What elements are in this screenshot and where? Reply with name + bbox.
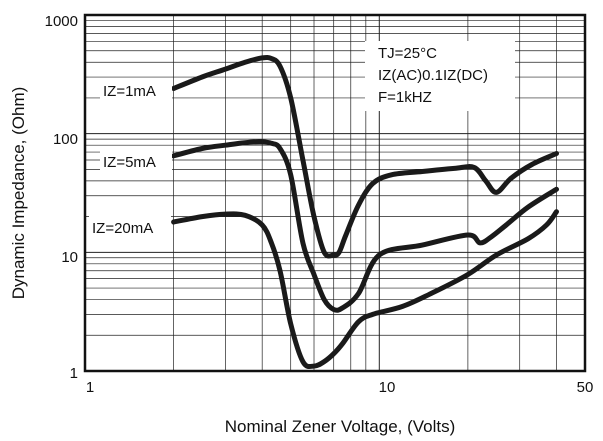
y-tick-100: 100 [53, 131, 78, 148]
x-tick-50: 50 [577, 379, 594, 396]
series-label-20mA: IZ=20mA [92, 220, 153, 237]
y-tick-1: 1 [70, 365, 78, 382]
condition-ac-ratio: IZ(AC)0.1IZ(DC) [378, 67, 488, 84]
series-line-1 [171, 139, 559, 313]
conditions-box [365, 41, 515, 111]
grid [85, 15, 585, 371]
series-curves [171, 54, 559, 370]
series-line-0 [171, 54, 559, 259]
y-axis-title: Dynamic Impedance, (Ohm) [9, 87, 28, 300]
x-axis-title: Nominal Zener Voltage, (Volts) [225, 417, 456, 436]
y-tick-1000: 1000 [45, 13, 78, 30]
x-tick-10: 10 [379, 379, 396, 396]
condition-frequency: F=1kHZ [378, 89, 432, 106]
plot-frame [83, 13, 587, 373]
series-label-5mA: IZ=5mA [103, 154, 156, 171]
condition-temperature: TJ=25°C [378, 45, 437, 62]
series-label-bg-5mA [100, 150, 172, 172]
series-line-2 [171, 209, 559, 370]
x-tick-1: 1 [86, 379, 94, 396]
series-label-bg-20mA [89, 216, 171, 238]
series-label-1mA: IZ=1mA [103, 83, 156, 100]
series-label-bg-1mA [100, 79, 172, 101]
y-tick-10: 10 [61, 249, 78, 266]
